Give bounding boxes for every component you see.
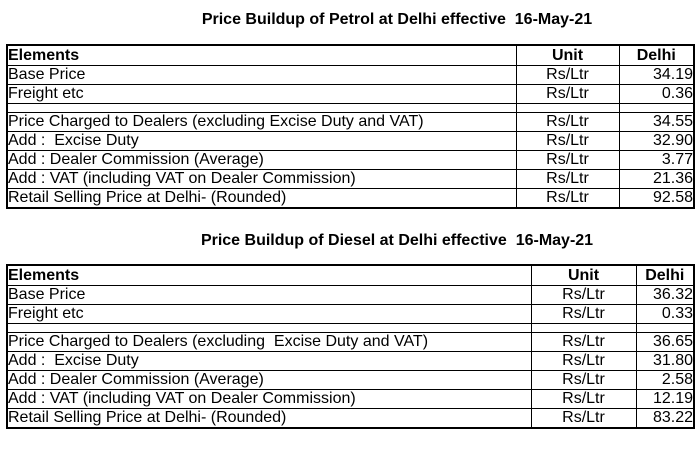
row-value: 36.65 xyxy=(635,332,695,352)
table-row: Price Charged to Dealers (excluding Exci… xyxy=(6,112,695,132)
spacer-cell xyxy=(6,103,517,113)
table-row: Base Price Rs/Ltr 36.32 xyxy=(6,285,695,305)
row-value: 36.32 xyxy=(635,285,695,305)
row-unit: Rs/Ltr xyxy=(515,65,620,85)
row-value: 12.19 xyxy=(635,389,695,409)
table-row: Add : VAT (including VAT on Dealer Commi… xyxy=(6,169,695,189)
diesel-price-table: Elements Unit Delhi Base Price Rs/Ltr 36… xyxy=(6,264,695,429)
row-label: Add : VAT (including VAT on Dealer Commi… xyxy=(6,169,517,189)
row-unit: Rs/Ltr xyxy=(515,188,620,209)
row-label: Retail Selling Price at Delhi- (Rounded) xyxy=(6,408,532,429)
diesel-header-row: Elements Unit Delhi xyxy=(6,264,695,286)
row-label: Price Charged to Dealers (excluding Exci… xyxy=(6,112,517,132)
table-row: Add : VAT (including VAT on Dealer Commi… xyxy=(6,389,695,409)
row-label: Add : VAT (including VAT on Dealer Commi… xyxy=(6,389,532,409)
row-label: Base Price xyxy=(6,65,517,85)
row-value: 83.22 xyxy=(635,408,695,429)
row-label: Price Charged to Dealers (excluding Exci… xyxy=(6,332,532,352)
row-unit: Rs/Ltr xyxy=(530,408,637,429)
petrol-header-row: Elements Unit Delhi xyxy=(6,44,695,66)
spacer-cell xyxy=(515,103,620,113)
row-unit: Rs/Ltr xyxy=(515,84,620,104)
diesel-table-title: Price Buildup of Diesel at Delhi effecti… xyxy=(200,232,594,249)
table-row: Add : Excise Duty Rs/Ltr 31.80 xyxy=(6,351,695,371)
row-label: Add : Dealer Commission (Average) xyxy=(6,370,532,390)
row-value: 32.90 xyxy=(618,131,695,151)
table-row: Price Charged to Dealers (excluding Exci… xyxy=(6,332,695,352)
spacer-row xyxy=(6,323,695,333)
row-label: Freight etc xyxy=(6,304,532,324)
petrol-column-header-unit: Unit xyxy=(515,44,620,66)
row-value: 34.55 xyxy=(618,112,695,132)
row-unit: Rs/Ltr xyxy=(530,351,637,371)
diesel-column-header-elements: Elements xyxy=(6,264,532,286)
row-value: 21.36 xyxy=(618,169,695,189)
table-row: Freight etc Rs/Ltr 0.36 xyxy=(6,84,695,104)
spacer-cell xyxy=(6,323,532,333)
petrol-table-title: Price Buildup of Petrol at Delhi effecti… xyxy=(201,11,593,28)
row-value: 0.36 xyxy=(618,84,695,104)
row-unit: Rs/Ltr xyxy=(530,285,637,305)
row-value: 31.80 xyxy=(635,351,695,371)
row-unit: Rs/Ltr xyxy=(515,112,620,132)
row-unit: Rs/Ltr xyxy=(530,370,637,390)
row-label: Base Price xyxy=(6,285,532,305)
table-row: Retail Selling Price at Delhi- (Rounded)… xyxy=(6,188,695,209)
petrol-column-header-delhi: Delhi xyxy=(618,44,695,66)
row-unit: Rs/Ltr xyxy=(530,304,637,324)
diesel-column-header-unit: Unit xyxy=(530,264,637,286)
row-label: Freight etc xyxy=(6,84,517,104)
row-unit: Rs/Ltr xyxy=(530,332,637,352)
row-unit: Rs/Ltr xyxy=(530,389,637,409)
petrol-column-header-elements: Elements xyxy=(6,44,517,66)
row-unit: Rs/Ltr xyxy=(515,169,620,189)
row-value: 2.58 xyxy=(635,370,695,390)
spacer-cell xyxy=(618,103,695,113)
row-value: 0.33 xyxy=(635,304,695,324)
table-row: Base Price Rs/Ltr 34.19 xyxy=(6,65,695,85)
row-unit: Rs/Ltr xyxy=(515,150,620,170)
row-value: 3.77 xyxy=(618,150,695,170)
table-row: Retail Selling Price at Delhi- (Rounded)… xyxy=(6,408,695,429)
row-label: Add : Dealer Commission (Average) xyxy=(6,150,517,170)
row-label: Add : Excise Duty xyxy=(6,131,517,151)
table-row: Freight etc Rs/Ltr 0.33 xyxy=(6,304,695,324)
diesel-column-header-delhi: Delhi xyxy=(635,264,695,286)
petrol-price-table: Elements Unit Delhi Base Price Rs/Ltr 34… xyxy=(6,44,695,209)
spacer-row xyxy=(6,103,695,113)
table-row: Add : Dealer Commission (Average) Rs/Ltr… xyxy=(6,150,695,170)
table-row: Add : Dealer Commission (Average) Rs/Ltr… xyxy=(6,370,695,390)
row-unit: Rs/Ltr xyxy=(515,131,620,151)
row-label: Retail Selling Price at Delhi- (Rounded) xyxy=(6,188,517,209)
spacer-cell xyxy=(635,323,695,333)
row-value: 34.19 xyxy=(618,65,695,85)
spacer-cell xyxy=(530,323,637,333)
row-label: Add : Excise Duty xyxy=(6,351,532,371)
row-value: 92.58 xyxy=(618,188,695,209)
table-row: Add : Excise Duty Rs/Ltr 32.90 xyxy=(6,131,695,151)
